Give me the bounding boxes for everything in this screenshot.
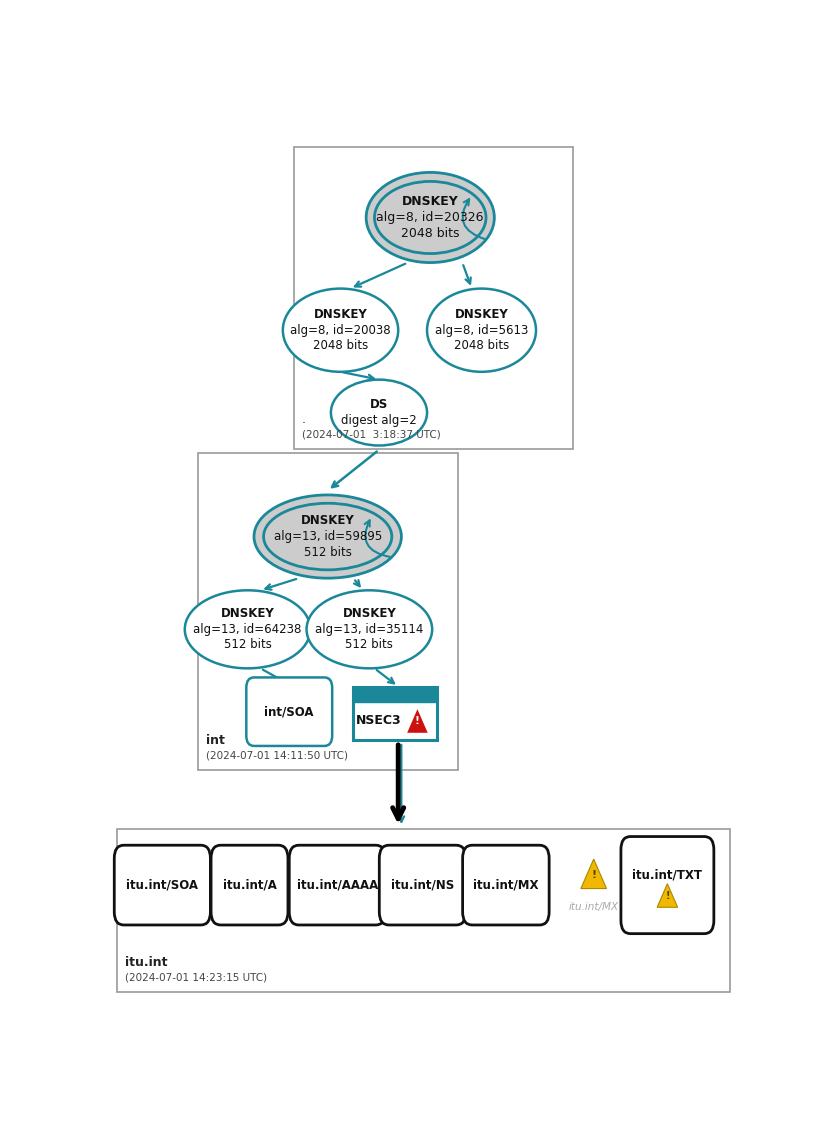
- Text: .: .: [302, 413, 306, 426]
- Text: int/SOA: int/SOA: [265, 705, 314, 718]
- Ellipse shape: [307, 590, 433, 669]
- Polygon shape: [406, 707, 429, 734]
- Ellipse shape: [283, 288, 398, 372]
- Ellipse shape: [184, 590, 310, 669]
- Text: itu.int/MX: itu.int/MX: [473, 878, 538, 892]
- Text: !: !: [665, 892, 670, 902]
- Text: 512 bits: 512 bits: [346, 638, 394, 652]
- FancyBboxPatch shape: [289, 846, 385, 924]
- FancyBboxPatch shape: [353, 687, 437, 740]
- Text: DNSKEY: DNSKEY: [342, 607, 396, 620]
- Text: 2048 bits: 2048 bits: [401, 226, 460, 240]
- Text: DNSKEY: DNSKEY: [455, 309, 509, 321]
- Text: DNSKEY: DNSKEY: [313, 309, 367, 321]
- Ellipse shape: [366, 172, 495, 262]
- Polygon shape: [581, 859, 606, 888]
- Text: itu.int/MX: itu.int/MX: [569, 902, 619, 912]
- Polygon shape: [657, 884, 677, 908]
- Text: alg=8, id=20326: alg=8, id=20326: [376, 211, 484, 224]
- Text: DNSKEY: DNSKEY: [402, 196, 459, 208]
- Text: DNSKEY: DNSKEY: [301, 515, 355, 527]
- Text: alg=13, id=59895: alg=13, id=59895: [274, 530, 382, 543]
- Text: alg=13, id=35114: alg=13, id=35114: [315, 623, 423, 636]
- Text: 2048 bits: 2048 bits: [454, 339, 509, 352]
- FancyBboxPatch shape: [294, 148, 573, 449]
- Text: (2024-07-01 14:11:50 UTC): (2024-07-01 14:11:50 UTC): [206, 751, 348, 760]
- Text: DS: DS: [370, 399, 388, 411]
- Text: !: !: [415, 716, 420, 726]
- Text: digest alg=2: digest alg=2: [341, 414, 417, 427]
- Ellipse shape: [254, 495, 401, 578]
- Text: !: !: [591, 869, 596, 879]
- Text: alg=8, id=5613: alg=8, id=5613: [435, 323, 528, 337]
- FancyBboxPatch shape: [114, 846, 210, 924]
- Text: (2024-07-01 14:23:15 UTC): (2024-07-01 14:23:15 UTC): [125, 973, 267, 983]
- FancyBboxPatch shape: [211, 846, 288, 924]
- Text: itu.int/NS: itu.int/NS: [391, 878, 454, 892]
- Text: int: int: [206, 734, 225, 747]
- Ellipse shape: [427, 288, 536, 372]
- Text: itu.int/TXT: itu.int/TXT: [633, 868, 702, 882]
- Text: itu.int/AAAA: itu.int/AAAA: [297, 878, 378, 892]
- FancyBboxPatch shape: [380, 846, 466, 924]
- Text: itu.int: itu.int: [125, 956, 168, 968]
- Text: alg=8, id=20038: alg=8, id=20038: [290, 323, 391, 337]
- Text: DNSKEY: DNSKEY: [221, 607, 275, 620]
- FancyBboxPatch shape: [462, 846, 549, 924]
- FancyBboxPatch shape: [246, 678, 332, 745]
- FancyBboxPatch shape: [353, 687, 437, 701]
- Text: (2024-07-01  3:18:37 UTC): (2024-07-01 3:18:37 UTC): [302, 430, 441, 440]
- Text: 512 bits: 512 bits: [223, 638, 271, 652]
- FancyBboxPatch shape: [198, 454, 458, 770]
- Text: itu.int/A: itu.int/A: [222, 878, 276, 892]
- Text: 2048 bits: 2048 bits: [313, 339, 368, 352]
- Text: itu.int/SOA: itu.int/SOA: [127, 878, 198, 892]
- Text: NSEC3: NSEC3: [356, 714, 402, 727]
- Text: 512 bits: 512 bits: [304, 546, 351, 558]
- Ellipse shape: [331, 379, 427, 446]
- FancyBboxPatch shape: [621, 837, 714, 933]
- Text: alg=13, id=64238: alg=13, id=64238: [194, 623, 302, 636]
- FancyBboxPatch shape: [117, 829, 730, 992]
